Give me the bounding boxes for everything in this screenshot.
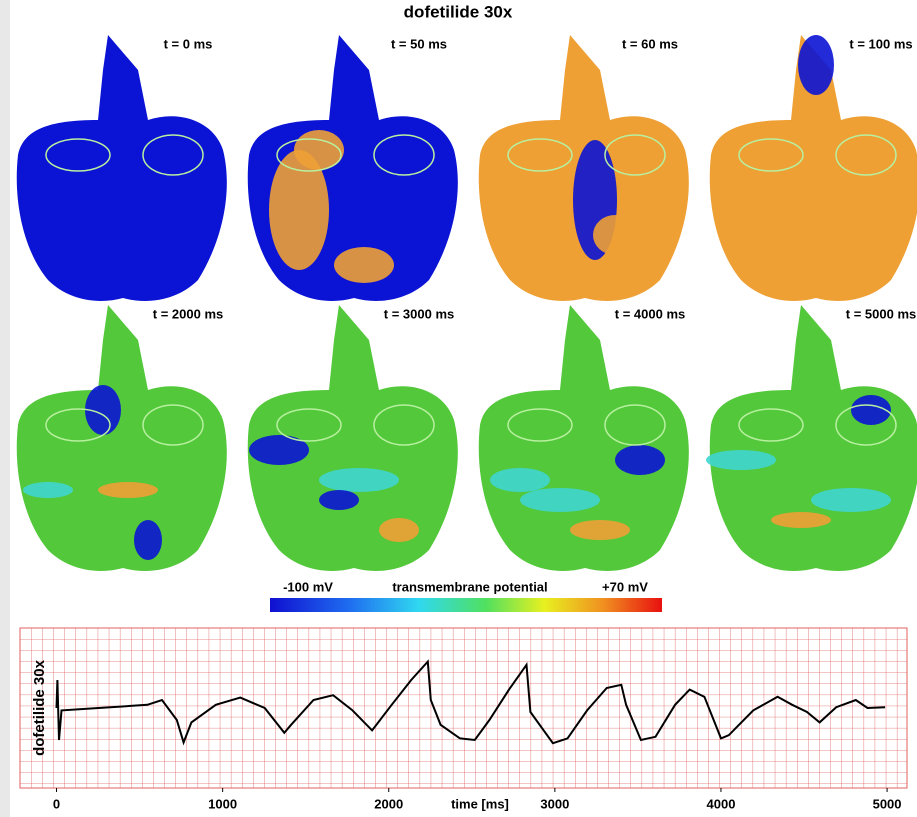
potential-region (319, 490, 359, 510)
potential-region (379, 518, 419, 542)
figure-title: dofetilide 30x (404, 2, 513, 21)
ecg-grid (20, 628, 907, 788)
y-axis-label: dofetilide 30x (31, 659, 48, 756)
potential-region (520, 488, 600, 512)
page: {"title": "dofetilide 30x", "panels": [ … (0, 0, 917, 817)
colorbar-min: -100 mV (283, 579, 333, 594)
panel-label: t = 5000 ms (846, 306, 916, 321)
panel-label: t = 2000 ms (153, 306, 223, 321)
panel-label: t = 60 ms (622, 36, 678, 51)
potential-region (570, 520, 630, 540)
x-tick-label: 5000 (873, 796, 902, 811)
potential-region (134, 520, 162, 560)
colorbar-title: transmembrane potential (392, 579, 547, 594)
colorbar-max: +70 mV (602, 579, 648, 594)
frame (0, 0, 10, 817)
potential-region (98, 482, 158, 498)
potential-region (706, 450, 776, 470)
panel-label: t = 0 ms (164, 36, 213, 51)
potential-region (23, 482, 73, 498)
potential-region (334, 247, 394, 283)
potential-region (798, 35, 834, 95)
panel-label: t = 100 ms (849, 36, 912, 51)
x-tick-label: 3000 (540, 796, 569, 811)
x-tick-label: 1000 (208, 796, 237, 811)
potential-region (490, 468, 550, 492)
potential-region (593, 215, 637, 255)
panel-label: t = 50 ms (391, 36, 447, 51)
figure: dofetilide 30x t = 0 ms t = 50 ms t = 60 m… (0, 0, 917, 817)
x-tick-label: 0 (53, 796, 60, 811)
potential-region (811, 488, 891, 512)
panel-label: t = 4000 ms (615, 306, 685, 321)
x-tick-label: 2000 (374, 796, 403, 811)
x-tick-label: 4000 (707, 796, 736, 811)
potential-region (319, 468, 399, 492)
potential-region (615, 445, 665, 475)
x-axis-label: time [ms] (451, 796, 509, 811)
potential-region (249, 435, 309, 465)
panel-label: t = 3000 ms (384, 306, 454, 321)
colorbar (270, 598, 662, 612)
potential-region (771, 512, 831, 528)
